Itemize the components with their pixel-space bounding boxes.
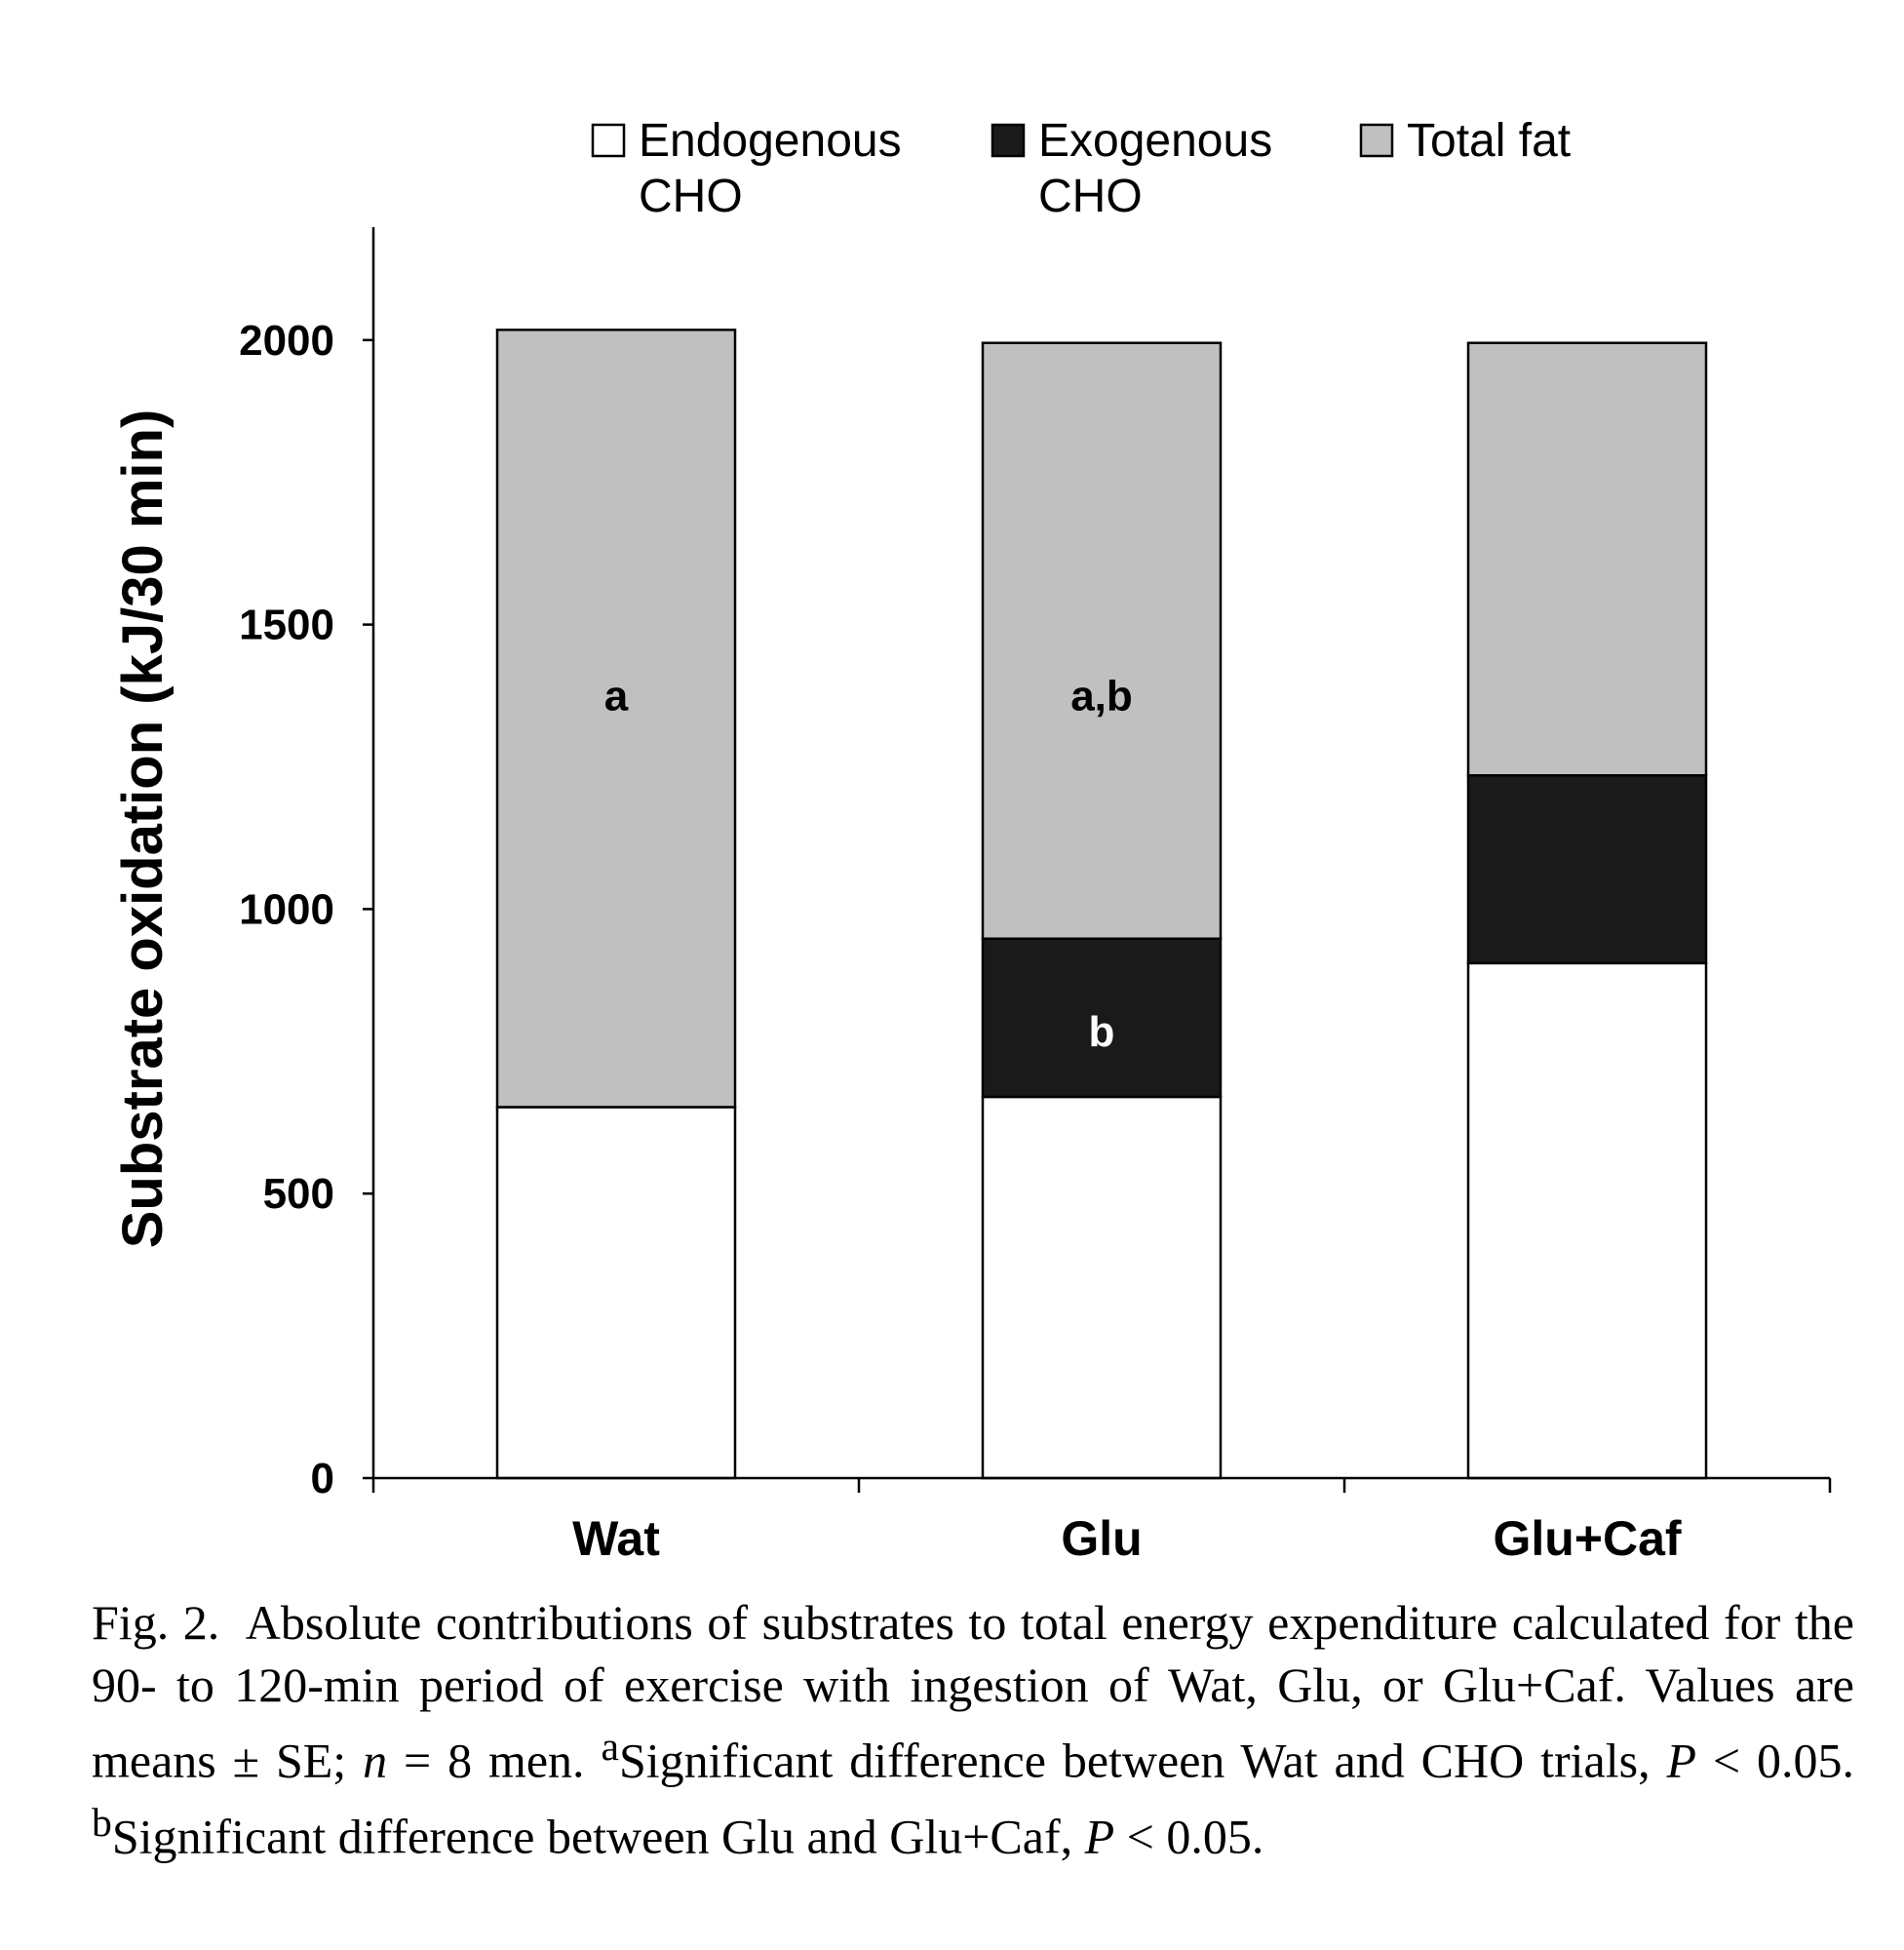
bar-glu-caf-total-fat xyxy=(1466,341,1708,777)
bar-wat-total-fat xyxy=(495,329,737,1109)
caption-p-symbol-a: P xyxy=(1666,1733,1697,1788)
caption-note-a-text: Significant difference between Wat and C… xyxy=(618,1733,1651,1788)
caption-note-a-mark: a xyxy=(601,1725,619,1770)
caption-n-symbol: n xyxy=(363,1733,388,1788)
x-tick-label-glu-caf: Glu+Caf xyxy=(1493,1511,1681,1566)
stacked-bar-chart: a a,b b 0 500 1000 1500 2000 Wat Glu Glu+Caf Substr… xyxy=(111,115,1832,1566)
bar-glu-caf-exogenous-cho xyxy=(1466,774,1708,965)
caption-text-1: Absolute contributions of substrates to … xyxy=(92,1595,1854,1788)
caption-p-value-b: < 0.05. xyxy=(1126,1809,1264,1864)
annotation-wat-total-fat: a xyxy=(604,673,629,721)
y-axis-label: Substrate oxidation (kJ/30 min) xyxy=(111,410,175,1249)
legend-label-total-fat-line-1: Total fat xyxy=(1407,115,1571,167)
y-tick-label-0: 0 xyxy=(311,1455,334,1502)
y-tick-label-1000: 1000 xyxy=(239,885,334,933)
legend-label-endogenous-cho-line-1: Endogenous xyxy=(639,115,902,167)
bar-glu-endogenous-cho xyxy=(981,1095,1223,1480)
legend-swatch-endogenous-cho xyxy=(591,123,626,158)
caption-p-value-a: < 0.05. xyxy=(1712,1733,1854,1788)
caption-label: Fig. 2. xyxy=(92,1595,220,1650)
x-tick-label-wat: Wat xyxy=(572,1511,660,1566)
caption-note-b-mark: b xyxy=(92,1800,112,1846)
bar-glu-total-fat xyxy=(981,341,1223,940)
legend-label-endogenous-cho-line-2: CHO xyxy=(639,171,743,222)
legend-swatch-exogenous-cho xyxy=(991,123,1026,158)
bar-wat-endogenous-cho xyxy=(495,1106,737,1480)
y-tick-label-500: 500 xyxy=(263,1170,334,1218)
x-tick-label-glu: Glu xyxy=(1061,1511,1142,1566)
legend-label-exogenous-cho-line-1: Exogenous xyxy=(1038,115,1272,167)
y-tick-label-2000: 2000 xyxy=(239,317,334,365)
annotation-glu-exogenous-cho: b xyxy=(1089,1008,1115,1056)
caption-p-symbol-b: P xyxy=(1084,1809,1115,1864)
bar-glu-caf-endogenous-cho xyxy=(1466,961,1708,1480)
legend-label-exogenous-cho-line-2: CHO xyxy=(1038,171,1143,222)
caption-text-2: = 8 men. xyxy=(403,1733,585,1788)
caption-note-b-text: Significant difference between Glu and G… xyxy=(111,1809,1073,1864)
legend-swatch-total-fat xyxy=(1359,123,1394,158)
y-tick-label-1500: 1500 xyxy=(239,602,334,649)
annotation-glu-total-fat: a,b xyxy=(1070,673,1133,721)
figure-caption: Fig. 2. Absolute contributions of substr… xyxy=(92,1591,1854,1867)
bar-glu-exogenous-cho xyxy=(981,937,1223,1099)
